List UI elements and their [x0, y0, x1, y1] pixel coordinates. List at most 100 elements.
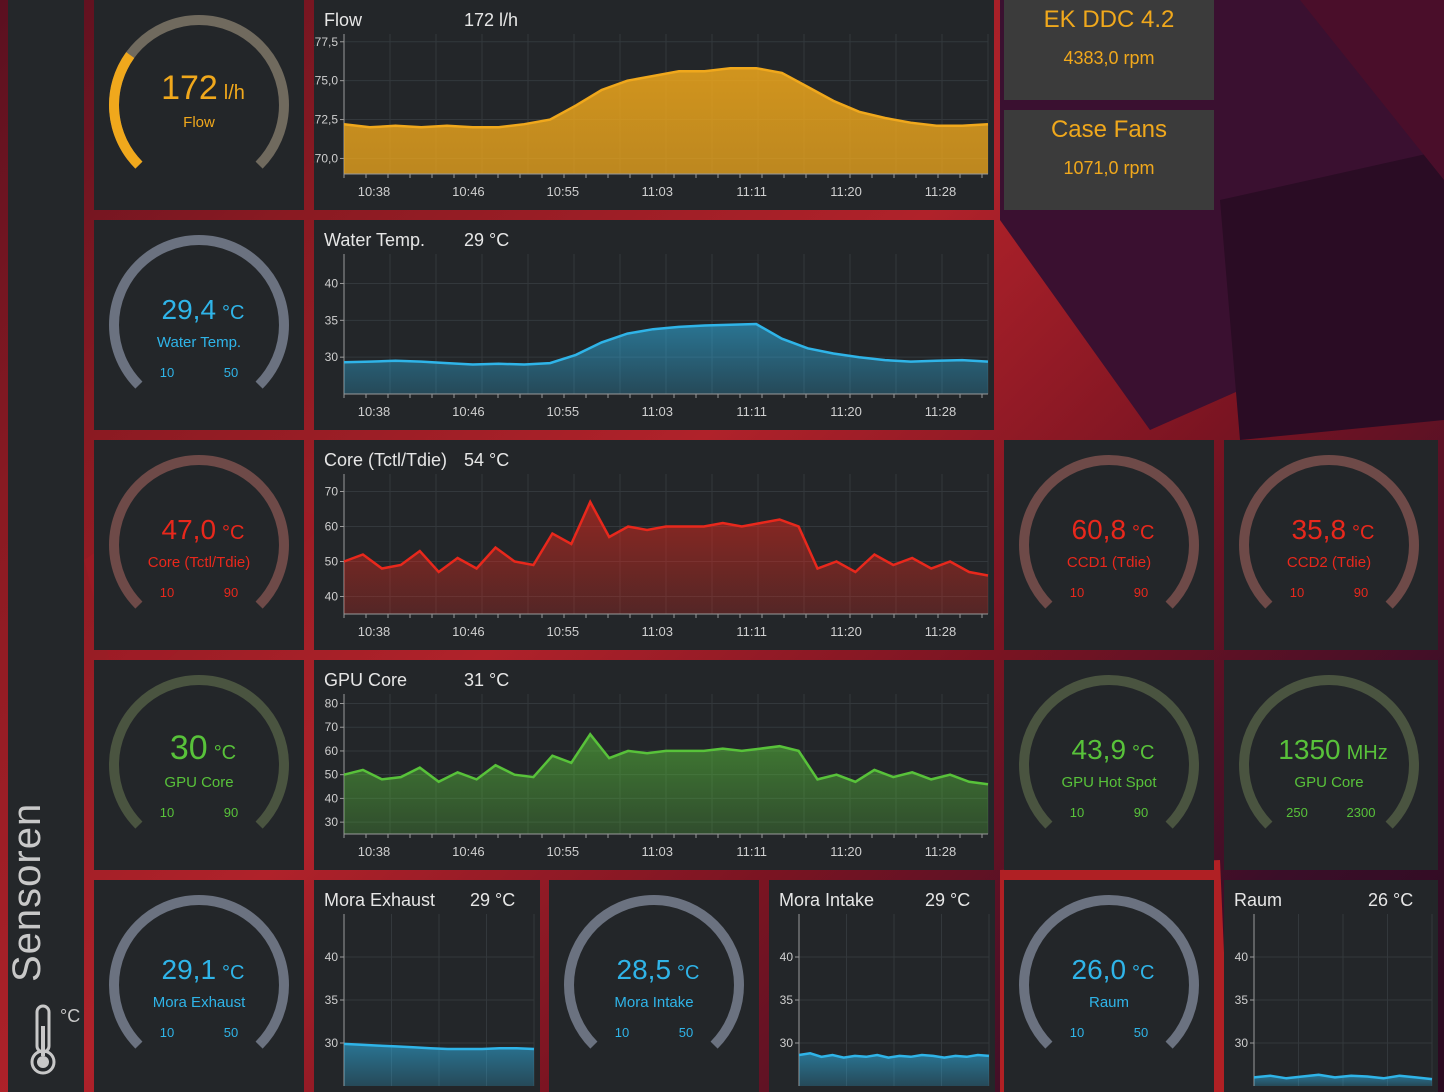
pump-rpm: 4383,0 rpm: [1063, 48, 1155, 68]
gauge-value: 43,9 °C: [1072, 734, 1155, 765]
gauge-min: 10: [160, 585, 174, 600]
chart-raum: 40 35 30 Raum 26 °C: [1224, 880, 1438, 1092]
series-line: [343, 322, 989, 366]
gauge-label: Mora Exhaust: [153, 994, 246, 1011]
x-tick-label: 10:55: [547, 844, 580, 859]
gauge-max: 50: [679, 1025, 693, 1040]
x-tick-label: 11:28: [925, 844, 957, 859]
x-tick-label: 10:55: [547, 404, 580, 419]
gauge-min: 10: [1070, 585, 1084, 600]
x-tick-label: 10:55: [547, 624, 580, 639]
gauge-max: 90: [224, 805, 238, 820]
chart-current-value: 29 °C: [470, 890, 516, 910]
gauge-value: 47,0 °C: [162, 514, 245, 545]
gauge-label: Raum: [1089, 994, 1129, 1011]
pump-info: EK DDC 4.2 4383,0 rpm: [1004, 0, 1214, 100]
gauge-track: [1239, 675, 1419, 829]
chart-title: Flow: [324, 10, 363, 30]
gauge-gpu-core: 30 °C GPU Core 10 90: [94, 660, 304, 870]
gauge-max: 50: [224, 365, 238, 380]
fans-rpm: 1071,0 rpm: [1063, 158, 1155, 178]
chart-current-value: 29 °C: [464, 230, 510, 250]
gauge-max: 90: [224, 585, 238, 600]
series-area: [799, 1053, 989, 1086]
gauge-max: 90: [1134, 585, 1148, 600]
pump-title: EK DDC 4.2: [1043, 6, 1175, 33]
gauge-water-temp: 29,4 °C Water Temp. 10 50: [94, 220, 304, 430]
gauge-track: [1019, 675, 1199, 829]
chart-svg: 80 70 60 50 40 30 10:38 10:46 10:55 11:03 11:11 11:…: [325, 694, 989, 859]
sidebar-unit: °C: [60, 1006, 81, 1026]
gauge-gpu-hotspot: 43,9 °C GPU Hot Spot 10 90: [1004, 660, 1214, 870]
gauge-track: [1019, 895, 1199, 1049]
chart-water-temp: 40 35 30 10:38 10:46 10:55 11:03 11:11 11:20 11:2…: [314, 220, 994, 430]
gauge-label: GPU Core: [164, 774, 233, 791]
fans-title: Case Fans: [1050, 116, 1168, 143]
gauge-ccd2: 35,8 °C CCD2 (Tdie) 10 90: [1224, 440, 1438, 650]
y-tick-label: 50: [325, 555, 339, 569]
chart-svg: 177,5 175,0 172,5 170,0 10:38 10:46 10:55 11:03…: [314, 34, 989, 199]
fans-info: Case Fans 1071,0 rpm: [1004, 110, 1214, 210]
x-tick-label: 10:46: [452, 624, 485, 639]
x-tick-label: 11:20: [830, 844, 862, 859]
gauge-svg: 43,9 °C GPU Hot Spot 10 90: [1019, 675, 1199, 829]
gauge-min: 10: [160, 1025, 174, 1040]
y-tick-label: 40: [325, 276, 339, 290]
x-tick-label: 10:38: [358, 184, 391, 199]
gauge-value: 28,5 °C: [617, 954, 700, 985]
gauge-core-temp: 47,0 °C Core (Tctl/Tdie) 10 90: [94, 440, 304, 650]
gauge-min: 250: [1286, 805, 1308, 820]
y-tick-label: 35: [1235, 993, 1249, 1007]
y-tick-label: 70: [325, 720, 339, 734]
gauge-flow: 172 l/h Flow: [94, 0, 304, 210]
gauge-label: Flow: [183, 114, 215, 131]
gauge-min: 10: [160, 805, 174, 820]
thermometer-icon: [30, 1004, 56, 1075]
chart-gpu-core: 80 70 60 50 40 30 10:38 10:46 10:55 11:03 11:11 11:…: [314, 660, 994, 870]
x-tick-label: 11:28: [925, 184, 957, 199]
chart-core-temp: 70 60 50 40 10:38 10:46 10:55 11:03 11:11 11:20 11…: [314, 440, 994, 650]
x-tick-label: 11:11: [736, 184, 767, 199]
gauge-min: 10: [615, 1025, 629, 1040]
chart-current-value: 26 °C: [1368, 890, 1414, 910]
sidebar: Sensoren °C: [5, 0, 84, 1092]
gauge-raum: 26,0 °C Raum 10 50: [1004, 880, 1214, 1092]
gauge-min: 10: [1070, 805, 1084, 820]
gauge-ccd1: 60,8 °C CCD1 (Tdie) 10 90: [1004, 440, 1214, 650]
x-tick-label: 10:38: [358, 844, 391, 859]
chart-svg: 40 35 30: [1235, 914, 1433, 1086]
y-tick-label: 40: [325, 791, 339, 805]
chart-title: Water Temp.: [324, 230, 426, 250]
x-tick-label: 10:46: [452, 844, 485, 859]
gauge-value: 60,8 °C: [1072, 514, 1155, 545]
gauge-max: 50: [224, 1025, 238, 1040]
y-tick-label: 50: [325, 768, 339, 782]
y-tick-label: 35: [325, 313, 339, 327]
chart-title: Mora Exhaust: [324, 890, 436, 910]
gauge-value: 29,4 °C: [162, 294, 245, 325]
y-tick-label: 30: [325, 815, 339, 829]
y-tick-label: 70: [325, 485, 339, 499]
chart-svg: 40 35 30 10:38 10:46 10:55 11:03 11:11 11:20 11:2…: [325, 254, 989, 419]
x-tick-label: 10:55: [547, 184, 580, 199]
gauge-value: 35,8 °C: [1292, 514, 1375, 545]
gauge-min: 10: [1070, 1025, 1084, 1040]
gauge-mora-intake: 28,5 °C Mora Intake 10 50: [549, 880, 759, 1092]
y-tick-label: 40: [780, 950, 794, 964]
x-tick-label: 10:46: [452, 404, 485, 419]
gauge-svg: 60,8 °C CCD1 (Tdie) 10 90: [1019, 455, 1199, 609]
gauge-track: [109, 895, 289, 1049]
chart-current-value: 29 °C: [925, 890, 971, 910]
y-tick-label: 172,5: [314, 113, 338, 127]
x-tick-label: 11:03: [641, 844, 673, 859]
gauge-svg: 29,1 °C Mora Exhaust 10 50: [109, 895, 289, 1049]
gauge-svg: 26,0 °C Raum 10 50: [1019, 895, 1199, 1049]
series-line: [343, 732, 989, 786]
x-tick-label: 10:38: [358, 404, 391, 419]
gauge-track: [109, 235, 289, 389]
gauge-label: Water Temp.: [157, 334, 241, 351]
series-line: [1253, 1073, 1433, 1081]
x-tick-label: 11:20: [830, 184, 862, 199]
chart-mora-exhaust: 40 35 30 Mora Exhaust 29 °C: [314, 880, 540, 1092]
series-area: [344, 1043, 534, 1086]
